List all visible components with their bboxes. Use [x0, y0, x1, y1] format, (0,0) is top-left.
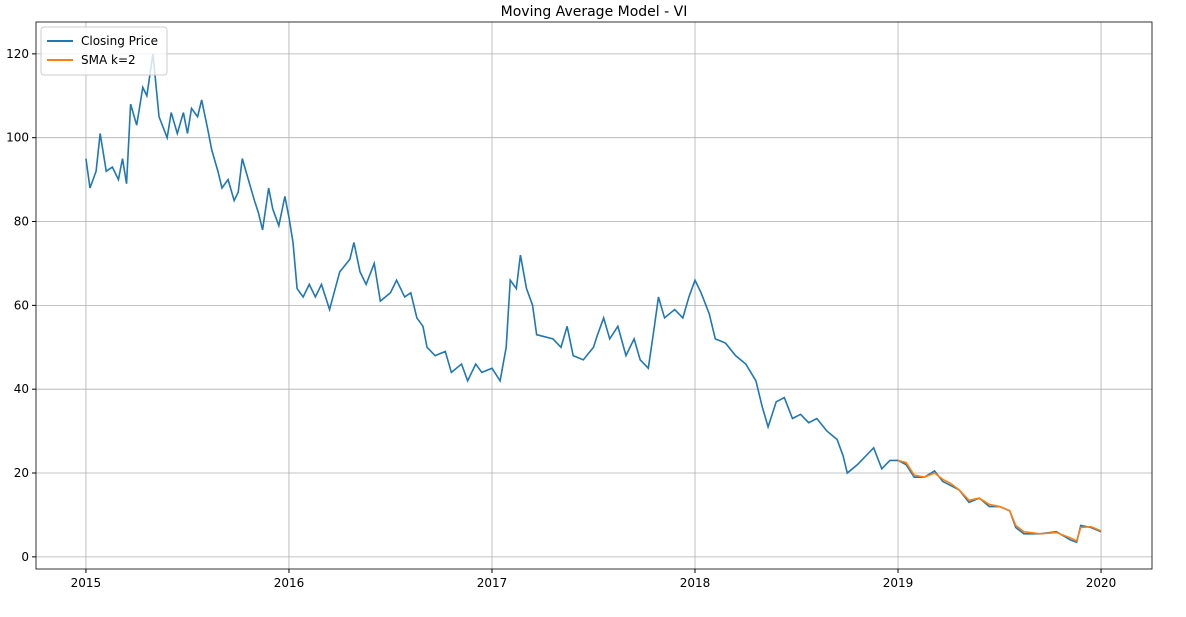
y-tick-label: 0	[21, 550, 29, 564]
x-tick-label: 2018	[680, 576, 711, 590]
chart-title: Moving Average Model - VI	[501, 4, 688, 20]
line-series	[85, 53, 1102, 544]
plot-frame	[35, 21, 1153, 570]
x-tick-label: 2020	[1086, 576, 1117, 590]
x-tick-label: 2019	[883, 576, 914, 590]
y-tick-label: 80	[14, 215, 29, 229]
x-tick-label: 2015	[71, 576, 102, 590]
x-tick-label: 2016	[274, 576, 305, 590]
y-tick-label: 120	[6, 47, 29, 61]
y-tick-label: 40	[14, 382, 29, 396]
y-tick-label: 100	[6, 131, 29, 145]
legend-box	[40, 26, 168, 76]
y-tick-label: 60	[14, 298, 29, 312]
legend-label: Closing Price	[81, 34, 158, 48]
line-series	[897, 459, 1102, 543]
legend-label: SMA k=2	[81, 53, 136, 67]
x-tick-label: 2017	[477, 576, 508, 590]
y-tick-label: 20	[14, 466, 29, 480]
